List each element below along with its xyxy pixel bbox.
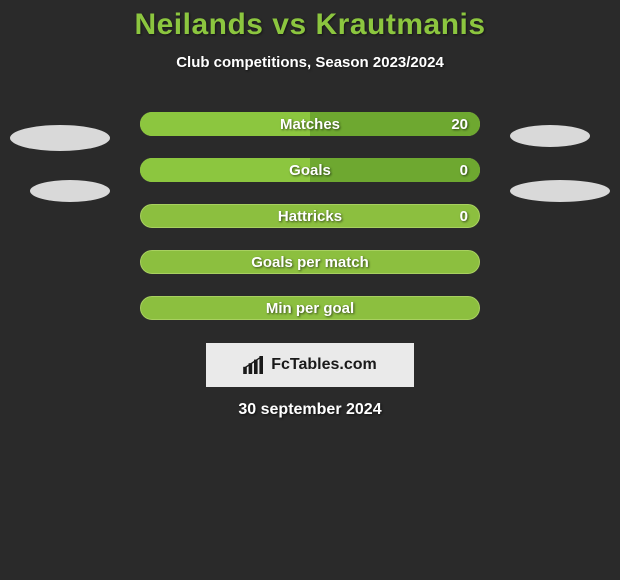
stat-value-right: 0 <box>460 204 468 228</box>
source-logo: FcTables.com <box>206 343 414 387</box>
stat-bar: Hattricks0 <box>140 204 480 228</box>
stat-row: Matches20 <box>0 101 620 147</box>
logo-text: FcTables.com <box>271 356 377 374</box>
comparison-card: Neilands vs Krautmanis Club competitions… <box>0 0 620 580</box>
stat-row: Goals per match <box>0 239 620 285</box>
stat-row: Goals0 <box>0 147 620 193</box>
stat-value-right: 0 <box>460 158 468 182</box>
stat-label: Matches <box>140 112 480 136</box>
stat-label: Goals per match <box>140 250 480 274</box>
stats-rows: Matches20Goals0Hattricks0Goals per match… <box>0 101 620 331</box>
stat-value-right: 20 <box>451 112 468 136</box>
stat-row: Min per goal <box>0 285 620 331</box>
stat-label: Min per goal <box>140 296 480 320</box>
stat-bar: Goals0 <box>140 158 480 182</box>
page-subtitle: Club competitions, Season 2023/2024 <box>0 54 620 71</box>
stat-label: Goals <box>140 158 480 182</box>
stat-bar: Goals per match <box>140 250 480 274</box>
date-label: 30 september 2024 <box>0 401 620 419</box>
stat-row: Hattricks0 <box>0 193 620 239</box>
stat-label: Hattricks <box>140 204 480 228</box>
stat-bar: Min per goal <box>140 296 480 320</box>
stat-bar: Matches20 <box>140 112 480 136</box>
bars-icon <box>243 356 265 374</box>
page-title: Neilands vs Krautmanis <box>0 8 620 42</box>
